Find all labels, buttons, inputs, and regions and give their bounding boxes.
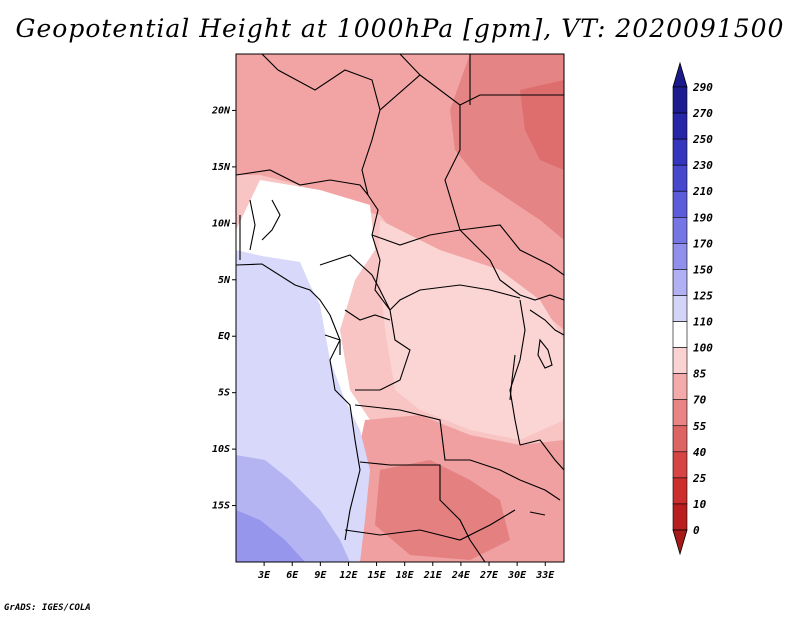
field-contour-northeast-core	[520, 80, 564, 170]
chart-title: Geopotential Height at 1000hPa [gpm], VT…	[15, 14, 785, 43]
colorbar-label: 70	[693, 394, 707, 407]
colorbar-label: 25	[692, 472, 707, 485]
border-libya-egypt	[459, 94, 564, 106]
border-zimbabwe	[469, 539, 486, 562]
latitude-axis: 20N 15N 10N 5N EQ 5S 10S 15S	[211, 105, 236, 512]
colorbar-swatch	[672, 190, 688, 218]
border-nigeria-niger	[236, 169, 369, 196]
border-uganda	[529, 309, 564, 336]
border-great-lakes	[509, 299, 526, 446]
colorbar-label: 100	[693, 342, 713, 355]
colorbar-label: 190	[693, 211, 713, 224]
colorbar-swatch	[672, 477, 688, 505]
lat-label: 15N	[212, 162, 231, 173]
colorbar-swatch	[672, 138, 688, 166]
colorbar-label: 110	[693, 316, 713, 329]
border-benin	[261, 199, 281, 241]
boundaries	[236, 54, 564, 562]
lon-label: 24E	[451, 570, 471, 581]
colorbar-label: 0	[693, 524, 700, 537]
colorbar-label: 250	[692, 133, 713, 146]
lon-label: 9E	[314, 570, 327, 581]
colorbar-label: 10	[693, 498, 707, 511]
border-sudan-south	[459, 224, 564, 276]
colorbar-swatch	[672, 216, 688, 244]
colorbar-label: 210	[692, 185, 713, 198]
colorbar-label: 55	[693, 420, 707, 433]
border-car-southsudan	[489, 259, 564, 301]
grads-credit: GrADS: IGES/COLA	[4, 603, 91, 613]
colorbar-swatch	[672, 451, 688, 479]
colorbar-swatch	[672, 399, 688, 427]
border-equatorial-guinea	[324, 334, 341, 355]
lon-label: 21E	[423, 570, 443, 581]
lon-label: 12E	[339, 570, 358, 581]
colorbar-label: 290	[692, 81, 713, 94]
lat-label: EQ	[218, 331, 230, 342]
colorbar-swatch	[672, 425, 688, 453]
lon-label: 3E	[257, 570, 271, 581]
lat-label: 15S	[212, 501, 230, 512]
colorbar-swatch	[672, 321, 688, 348]
lat-label: 5N	[218, 275, 231, 286]
colorbar-swatch	[672, 373, 688, 401]
colorbar-swatch	[672, 86, 688, 114]
colorbar-label: 270	[692, 107, 713, 120]
border-libya	[399, 54, 421, 76]
lat-label: 5S	[218, 388, 230, 399]
border-zambia-malawi	[519, 479, 561, 501]
border-angola-namibia	[359, 461, 471, 541]
colorbar-label: 125	[693, 289, 713, 302]
border-gabon	[344, 309, 391, 321]
colorbar-swatch	[672, 269, 688, 296]
colorbar-swatch	[672, 164, 688, 192]
colorbar-swatch	[672, 347, 688, 374]
field-contour-south-core	[375, 460, 510, 560]
colorbar-label: 40	[693, 446, 707, 459]
border-car-chad	[371, 229, 461, 246]
lake-kariba	[529, 511, 546, 516]
field-contour-basin	[378, 220, 564, 440]
field-fill	[236, 54, 564, 562]
colorbar-swatch	[672, 112, 688, 140]
border-congo-drc	[355, 309, 411, 391]
colorbar-swatch	[672, 503, 688, 531]
lake-victoria	[537, 338, 553, 369]
longitude-axis: 3E 6E 9E 12E 15E 18E 21E 24E 27E 30E 33E	[257, 562, 555, 581]
colorbar-label: 150	[693, 263, 713, 276]
coast-west-central	[329, 314, 361, 541]
colorbar-label: 230	[692, 159, 713, 172]
border-zambia-tanzania	[519, 439, 564, 471]
colorbar-swatch	[672, 243, 688, 270]
coast-gulf-guinea	[236, 263, 331, 316]
colorbar-swatch	[672, 295, 688, 322]
border-togo	[249, 199, 256, 251]
lon-label: 15E	[368, 570, 387, 581]
colorbar: 2902702502302101901701501251101008570554…	[672, 61, 713, 556]
lon-label: 33E	[535, 570, 555, 581]
border-chad-niger	[261, 54, 391, 311]
field-contour-170	[236, 510, 305, 562]
lat-label: 10S	[212, 444, 230, 455]
lat-label: 10N	[212, 218, 231, 229]
colorbar-label: 170	[693, 237, 713, 250]
border-cameroon-car	[319, 254, 521, 311]
colorbar-label: 85	[693, 368, 707, 381]
colorbar-arrow-top	[672, 61, 688, 88]
border-namibia-botswana	[344, 509, 516, 541]
lake-tanganyika	[509, 354, 516, 401]
lat-label: 20N	[211, 105, 231, 116]
lon-label: 18E	[396, 570, 415, 581]
colorbar-arrow-bottom	[672, 529, 688, 556]
lon-label: 27E	[479, 570, 499, 581]
map-frame	[235, 53, 565, 563]
border-angola-drc	[354, 404, 521, 481]
lon-label: 6E	[286, 570, 299, 581]
lon-label: 30E	[507, 570, 527, 581]
